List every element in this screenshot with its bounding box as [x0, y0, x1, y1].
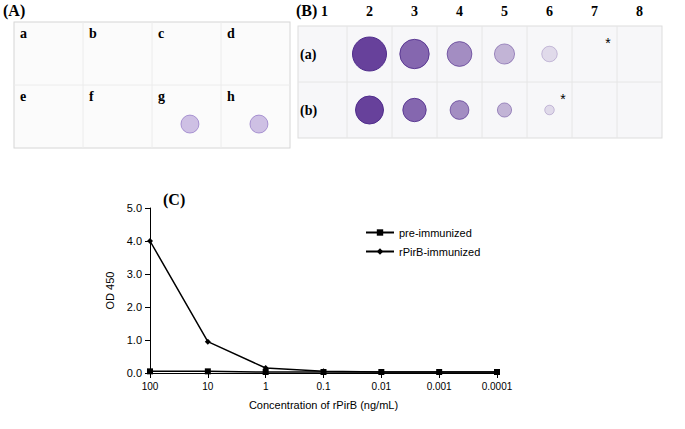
- svg-text:h: h: [227, 89, 235, 104]
- svg-text:a: a: [20, 26, 27, 41]
- svg-text:6: 6: [546, 4, 553, 19]
- svg-text:1: 1: [263, 381, 269, 392]
- svg-text:0.0001: 0.0001: [482, 381, 513, 392]
- svg-text:0.01: 0.01: [372, 381, 392, 392]
- svg-text:(b): (b): [300, 103, 317, 119]
- svg-text:100: 100: [142, 381, 159, 392]
- svg-text:e: e: [20, 89, 26, 104]
- svg-text:2: 2: [366, 4, 373, 19]
- svg-text:5.0: 5.0: [127, 202, 142, 214]
- svg-text:g: g: [158, 89, 165, 104]
- svg-text:0.001: 0.001: [427, 381, 452, 392]
- svg-text:7: 7: [591, 4, 598, 19]
- svg-text:1: 1: [321, 4, 328, 19]
- svg-text:Concentration of rPirB (ng/mL): Concentration of rPirB (ng/mL): [249, 399, 398, 411]
- svg-text:3.0: 3.0: [127, 268, 142, 280]
- svg-text:c: c: [158, 26, 164, 41]
- svg-text:b: b: [89, 26, 97, 41]
- svg-text:(A): (A): [3, 2, 25, 20]
- svg-text:1.0: 1.0: [127, 334, 142, 346]
- svg-text:d: d: [227, 26, 235, 41]
- svg-text:f: f: [89, 89, 94, 104]
- svg-text:3: 3: [411, 4, 418, 19]
- svg-text:0.0: 0.0: [127, 367, 142, 379]
- svg-text:OD 450: OD 450: [104, 272, 116, 310]
- svg-text:(B): (B): [296, 2, 317, 20]
- svg-text:4.0: 4.0: [127, 235, 142, 247]
- svg-text:2.0: 2.0: [127, 301, 142, 313]
- svg-text:rPirB-immunized: rPirB-immunized: [399, 246, 480, 258]
- svg-text:0.1: 0.1: [317, 381, 331, 392]
- svg-text:(C): (C): [163, 191, 185, 209]
- svg-text:pre-immunized: pre-immunized: [399, 227, 472, 239]
- svg-text:8: 8: [636, 4, 643, 19]
- svg-text:(a): (a): [300, 47, 317, 63]
- svg-text:10: 10: [202, 381, 214, 392]
- svg-text:*: *: [605, 35, 611, 51]
- svg-text:5: 5: [501, 4, 508, 19]
- svg-text:*: *: [560, 91, 566, 107]
- svg-text:4: 4: [456, 4, 463, 19]
